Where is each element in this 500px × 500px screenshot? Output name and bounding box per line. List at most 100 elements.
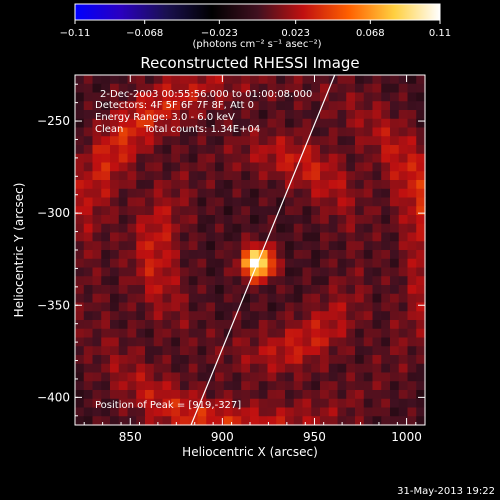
heatmap-cell <box>398 206 409 216</box>
heatmap-cell <box>127 285 137 295</box>
heatmap-cell <box>381 145 391 155</box>
heatmap-cell <box>267 215 277 225</box>
heatmap-cell <box>328 110 339 120</box>
heatmap-cell <box>258 92 269 102</box>
heatmap-cell <box>145 346 155 356</box>
heatmap-cell <box>390 311 400 321</box>
heatmap-cell <box>416 285 426 295</box>
heatmap-cell <box>258 363 269 374</box>
heatmap-cell <box>180 136 190 146</box>
heatmap-cell <box>83 188 94 199</box>
heatmap-cell <box>136 355 146 365</box>
heatmap-cell <box>206 188 216 199</box>
heatmap-cell <box>267 127 277 137</box>
heatmap-cell <box>101 276 111 286</box>
heatmap-cell <box>381 250 391 260</box>
heatmap-cell <box>381 232 391 242</box>
heatmap-cell <box>145 267 155 277</box>
heatmap-cell <box>293 188 304 199</box>
heatmap-cell <box>320 355 330 365</box>
heatmap-cell <box>180 215 190 225</box>
heatmap-cell <box>293 390 304 400</box>
heatmap-cell <box>293 276 304 286</box>
heatmap-cell <box>127 372 137 382</box>
heatmap-cell <box>171 232 181 242</box>
heatmap-cell <box>153 92 164 102</box>
heatmap-cell <box>180 145 190 155</box>
heatmap-cell <box>346 180 356 190</box>
heatmap-cell <box>197 127 207 137</box>
heatmap-cell <box>372 293 382 304</box>
heatmap-cell <box>416 302 426 312</box>
heatmap-cell <box>162 215 172 225</box>
heatmap-cell <box>293 267 304 277</box>
heatmap-cell <box>223 381 234 391</box>
heatmap-cell <box>363 232 374 242</box>
heatmap-cell <box>180 320 190 330</box>
heatmap-cell <box>267 337 277 347</box>
heatmap-cell <box>372 180 382 190</box>
heatmap-cell <box>206 83 216 94</box>
heatmap-cell <box>381 355 391 365</box>
heatmap-cell <box>398 276 409 286</box>
heatmap-cell <box>398 258 409 269</box>
heatmap-cell <box>337 118 347 129</box>
heatmap-cell <box>92 223 102 234</box>
heatmap-cell <box>276 101 286 111</box>
heatmap-cell <box>188 118 199 129</box>
heatmap-cell <box>328 206 339 216</box>
heatmap-cell <box>346 92 356 102</box>
heatmap-cell <box>372 416 382 426</box>
heatmap-cell <box>206 223 216 234</box>
heatmap-cell <box>188 346 199 356</box>
heatmap-cell <box>267 232 277 242</box>
heatmap-cell <box>136 398 146 409</box>
heatmap-cell <box>250 145 260 155</box>
heatmap-cell <box>337 363 347 374</box>
heatmap-cell <box>223 145 234 155</box>
heatmap-cell <box>346 118 356 129</box>
heatmap-cell <box>197 398 207 409</box>
heatmap-cell <box>320 83 330 94</box>
heatmap-cell <box>83 390 94 400</box>
heatmap-cell <box>293 320 304 330</box>
heatmap-cell <box>258 110 269 120</box>
heatmap-cell <box>390 407 400 417</box>
heatmap-cell <box>188 302 199 312</box>
heatmap-cell <box>197 285 207 295</box>
y-tick-label: −250 <box>37 114 70 128</box>
heatmap-cell <box>346 346 356 356</box>
heatmap-cell <box>390 171 400 181</box>
heatmap-cell <box>390 250 400 260</box>
heatmap-cell <box>372 381 382 391</box>
heatmap-cell <box>118 390 129 400</box>
heatmap-cell <box>197 180 207 190</box>
heatmap-cell <box>127 355 137 365</box>
heatmap-cell <box>293 241 304 251</box>
heatmap-cell <box>302 416 312 426</box>
heatmap-cell <box>83 355 94 365</box>
heatmap-cell <box>355 390 365 400</box>
heatmap-cell <box>101 110 111 120</box>
heatmap-cell <box>197 162 207 172</box>
heatmap-cell <box>267 75 277 85</box>
heatmap-cell <box>276 241 286 251</box>
heatmap-cell <box>250 197 260 207</box>
heatmap-cell <box>346 258 356 269</box>
heatmap-cell <box>188 136 199 146</box>
heatmap-cell <box>355 416 365 426</box>
heatmap-cell <box>328 276 339 286</box>
heatmap-cell <box>355 83 365 94</box>
heatmap-cell <box>92 390 102 400</box>
heatmap-cell <box>390 285 400 295</box>
heatmap-cell <box>241 302 251 312</box>
heatmap-cell <box>250 372 260 382</box>
heatmap-cell <box>92 267 102 277</box>
heatmap-cell <box>75 241 85 251</box>
heatmap-cell <box>398 145 409 155</box>
heatmap-cell <box>250 390 260 400</box>
heatmap-cell <box>223 337 234 347</box>
heatmap-cell <box>153 285 164 295</box>
heatmap-cell <box>320 337 330 347</box>
heatmap-cell <box>145 398 155 409</box>
